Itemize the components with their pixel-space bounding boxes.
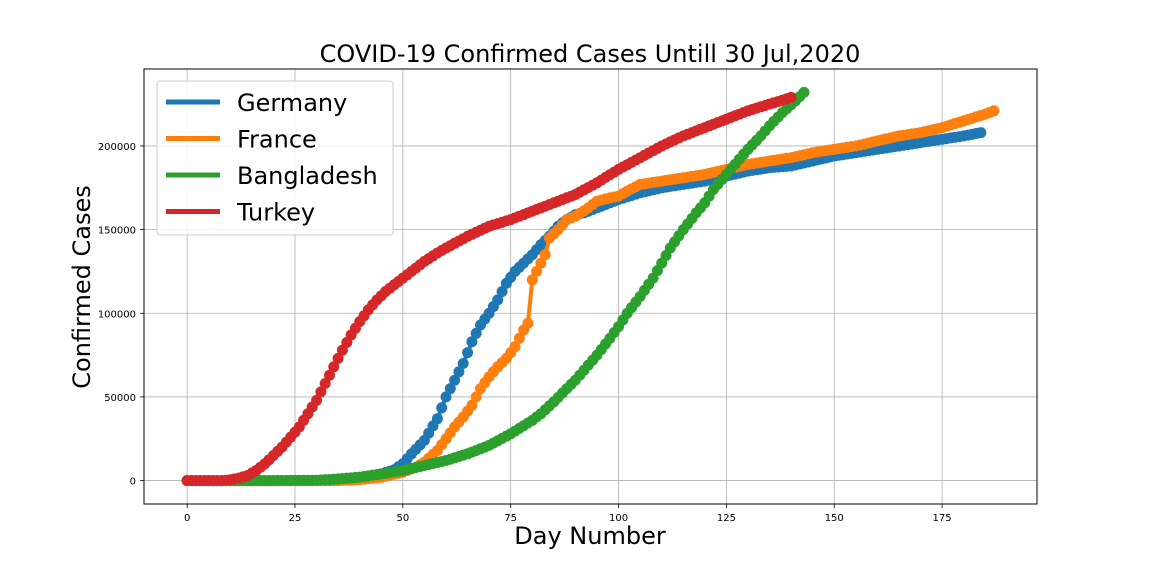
data-point — [522, 317, 534, 329]
y-tick-label: 100000 — [98, 309, 136, 320]
x-tick-label: 75 — [504, 513, 517, 524]
x-tick-label: 100 — [609, 513, 628, 524]
x-tick-label: 25 — [289, 513, 302, 524]
y-tick-label: 0 — [130, 477, 136, 488]
data-point — [496, 286, 508, 297]
y-tick-label: 50000 — [104, 393, 136, 404]
ticks: 0 25 50 75 100 125 150 175 0 50000 100000 150000 200… — [98, 142, 952, 524]
legend-label: France — [237, 126, 317, 154]
data-point — [988, 105, 1000, 117]
data-point — [470, 327, 482, 339]
legend-label: Germany — [237, 89, 347, 117]
data-point — [453, 366, 465, 378]
data-point — [440, 391, 452, 403]
data-point — [492, 294, 504, 306]
data-point — [315, 386, 327, 398]
data-point — [449, 374, 461, 386]
x-tick-label: 150 — [825, 513, 844, 524]
legend-label: Turkey — [236, 199, 315, 227]
data-point — [785, 91, 797, 103]
data-point — [324, 369, 335, 381]
data-point — [332, 352, 344, 364]
data-point — [526, 274, 538, 286]
data-point — [513, 332, 525, 344]
x-tick-label: 125 — [717, 513, 736, 524]
plot-frame — [143, 68, 1038, 505]
x-tick-label: 50 — [396, 513, 409, 524]
data-point — [466, 336, 478, 348]
y-axis-label: Confirmed Cases — [68, 185, 96, 388]
x-axis-label: Day Number — [514, 522, 666, 550]
x-tick-label: 0 — [184, 513, 190, 524]
data-point — [457, 358, 469, 369]
data-point — [539, 249, 551, 261]
data-point — [444, 383, 456, 395]
data-point — [975, 127, 987, 139]
legend-label: Bangladesh — [237, 162, 378, 190]
data-point — [431, 413, 443, 425]
y-tick-label: 150000 — [98, 226, 136, 237]
data-point — [311, 394, 323, 406]
series-turkey — [181, 91, 797, 487]
data-point — [798, 86, 810, 98]
chart-title: COVID-19 Confirmed Cases Untill 30 Jul,2… — [320, 40, 861, 68]
data-point — [531, 265, 543, 277]
legend-box — [156, 80, 394, 236]
data-point — [436, 402, 448, 414]
series-layer — [181, 86, 1000, 487]
data-point — [462, 347, 474, 359]
data-point — [466, 399, 478, 411]
data-point — [509, 341, 521, 353]
data-point — [319, 378, 331, 389]
data-point — [328, 361, 340, 373]
data-point — [535, 257, 547, 269]
x-tick-label: 175 — [933, 513, 952, 524]
series-bangladesh — [224, 86, 810, 487]
data-point — [470, 391, 482, 403]
legend: Germany France Bangladesh Turkey — [156, 80, 394, 236]
y-tick-label: 200000 — [98, 142, 136, 153]
